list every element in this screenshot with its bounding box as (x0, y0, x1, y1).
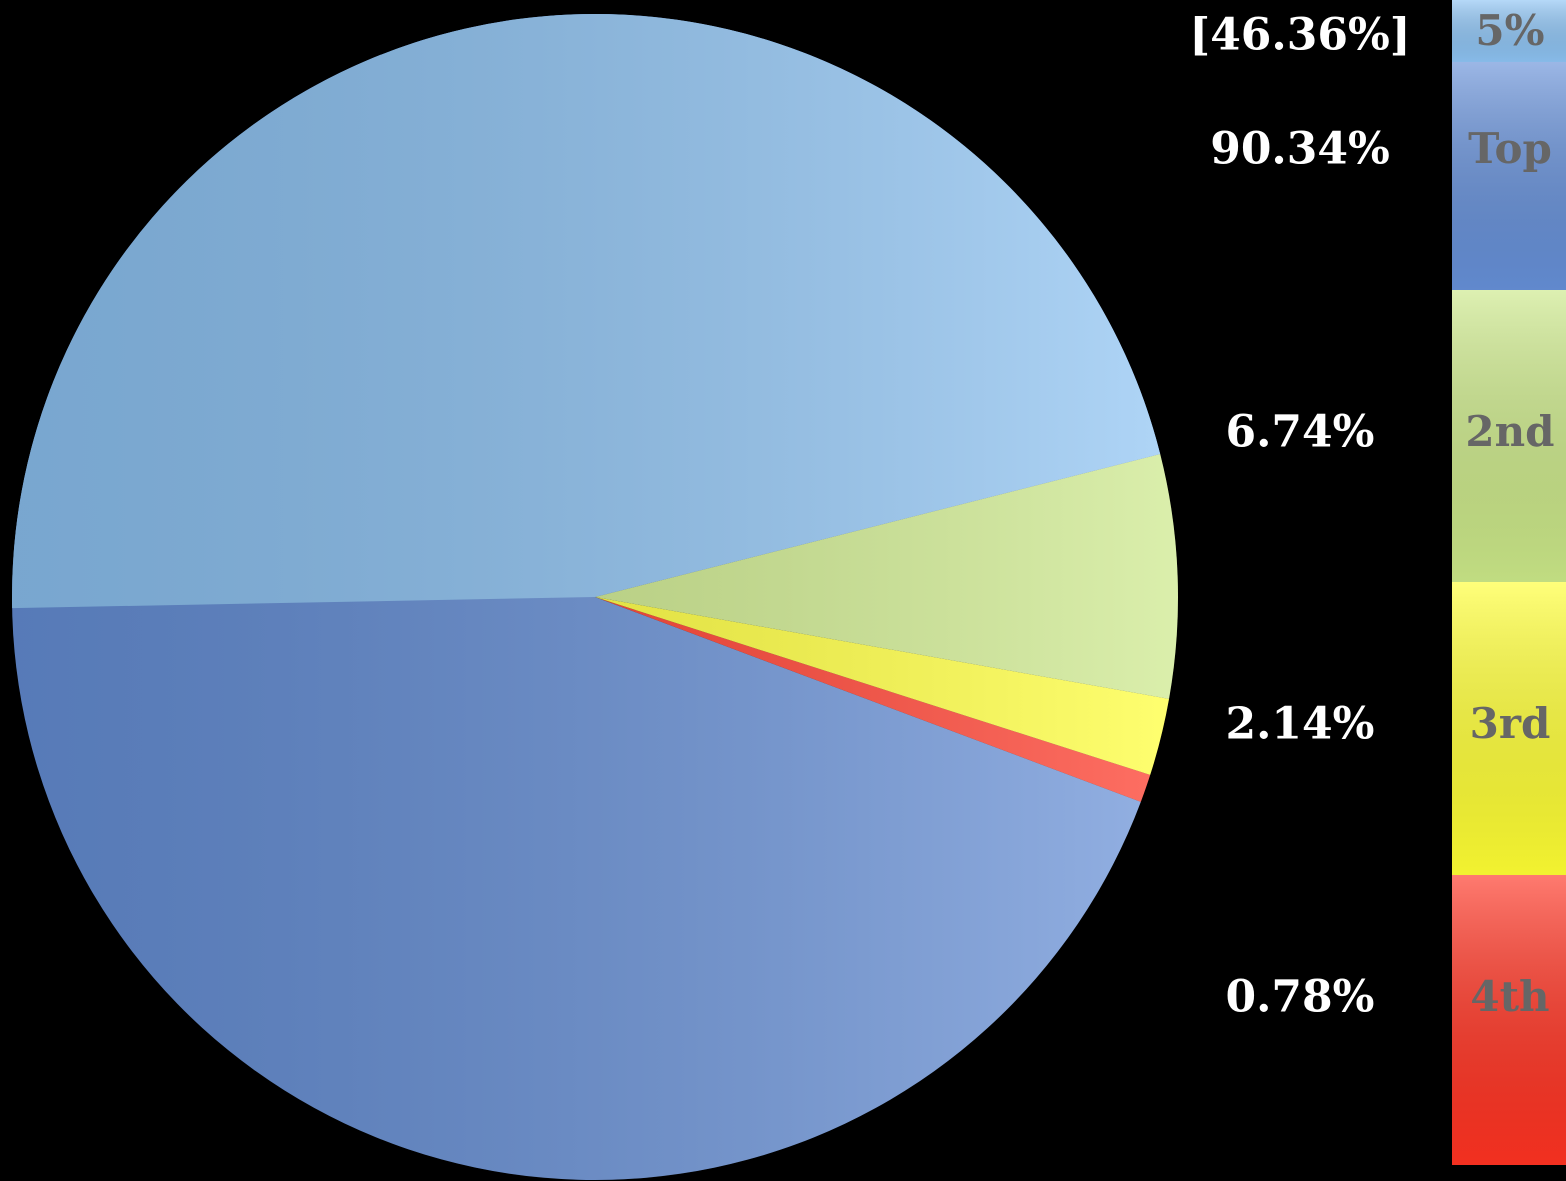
value-label: 2.14% (1226, 699, 1375, 750)
legend-shine (1452, 875, 1566, 1165)
pie-shine (12, 14, 1178, 1180)
value-label: 0.78% (1226, 972, 1375, 1023)
value-label: [46.36%] (1189, 10, 1410, 61)
legend-label: 2nd (1465, 407, 1554, 456)
legend-label: Top (1468, 124, 1552, 173)
legend-shine (1452, 582, 1566, 875)
legend-label: 5% (1475, 6, 1544, 55)
value-label: 90.34% (1210, 124, 1390, 175)
legend-shine (1452, 290, 1566, 582)
legend-shine (1452, 62, 1566, 290)
value-label: 6.74% (1226, 407, 1375, 458)
legend-label: 3rd (1470, 699, 1551, 748)
legend-shine (1452, 0, 1566, 62)
legend-label: 4th (1470, 972, 1549, 1021)
